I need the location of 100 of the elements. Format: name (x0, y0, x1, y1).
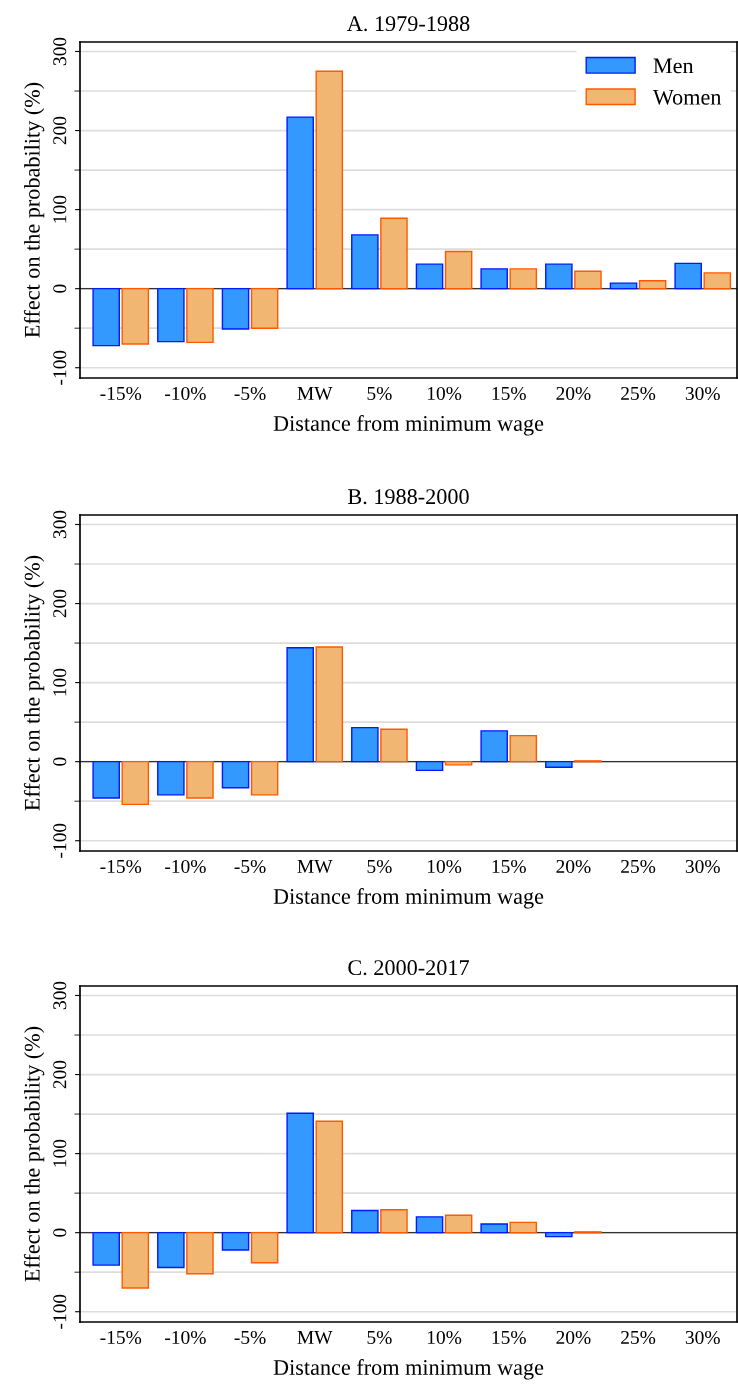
bar (380, 217, 408, 290)
x-tick-label: 20% (556, 859, 591, 874)
y-axis-title: Effect on the probability (%) (23, 555, 45, 811)
x-tick-label: -5% (234, 386, 266, 401)
x-tick-label: -10% (165, 1330, 206, 1345)
x-tick-label: 20% (556, 1330, 591, 1345)
x-tick-label: -15% (100, 386, 142, 401)
x-tick-label: -15% (100, 859, 142, 874)
x-tick-label: 15% (492, 1330, 526, 1345)
bar (480, 268, 508, 290)
chart-title: A. 1979-1988 (346, 16, 470, 32)
x-tick-label: -5% (234, 859, 266, 874)
y-tick-label: 0 (53, 284, 67, 293)
y-axis-title: Effect on the probability (%) (23, 1026, 45, 1282)
bar (250, 287, 279, 329)
bar (92, 760, 120, 799)
bar (574, 270, 602, 290)
bar (545, 263, 573, 290)
x-tick-label: 15% (492, 386, 526, 401)
bar (315, 646, 344, 763)
x-axis-title: Distance from minimum wage (273, 415, 544, 436)
x-tick-label: 5% (367, 386, 392, 401)
legend-label: Men (653, 58, 694, 74)
bar (415, 1216, 444, 1234)
y-tick-label: -100 (53, 1294, 67, 1329)
bar (186, 760, 214, 799)
chart-title: C. 2000-2017 (348, 960, 469, 976)
bar (509, 734, 538, 763)
x-tick-label: 5% (367, 1330, 392, 1345)
x-tick-label: MW (297, 1331, 333, 1345)
y-tick-label: 100 (53, 195, 67, 223)
chart-title: B. 1988-2000 (348, 489, 469, 505)
bar (351, 726, 379, 763)
bar (286, 1112, 314, 1234)
bar (92, 1231, 120, 1266)
x-tick-label: 25% (621, 859, 656, 874)
y-tick-label: 100 (53, 668, 67, 696)
bar (380, 728, 408, 763)
x-tick-label: -10% (165, 386, 206, 401)
x-tick-label: 30% (685, 386, 720, 401)
bar (415, 760, 444, 772)
bar (221, 760, 250, 789)
bar (186, 287, 214, 344)
bar (509, 268, 538, 290)
bar (221, 287, 250, 330)
x-tick-label: MW (297, 860, 333, 874)
bar (444, 1214, 473, 1234)
bar (444, 250, 473, 290)
x-tick-label: -15% (100, 1330, 142, 1345)
bar (674, 262, 702, 290)
y-tick-label: 300 (53, 981, 67, 1010)
bar (121, 760, 150, 806)
bar (157, 287, 185, 343)
bar (480, 1223, 508, 1234)
y-tick-label: 100 (53, 1139, 67, 1167)
bar (157, 1231, 185, 1269)
bar (121, 1231, 150, 1289)
y-tick-label: 200 (53, 1060, 67, 1089)
bar (250, 1231, 279, 1264)
y-tick-label: 200 (53, 589, 67, 618)
bar (186, 1231, 214, 1275)
bar (351, 1209, 379, 1234)
bar (545, 760, 573, 768)
x-tick-label: 10% (427, 1330, 462, 1345)
bar (415, 263, 444, 290)
x-tick-label: 5% (367, 859, 392, 874)
x-tick-label: 10% (427, 386, 462, 401)
bar (638, 280, 667, 290)
bar (221, 1231, 250, 1251)
bar (444, 760, 473, 766)
bar (121, 287, 150, 345)
x-axis-title: Distance from minimum wage (273, 888, 544, 909)
x-tick-label: 25% (621, 1330, 656, 1345)
y-tick-label: 0 (53, 757, 67, 766)
bar (315, 1120, 344, 1234)
x-tick-label: 15% (492, 859, 526, 874)
bar (703, 272, 732, 290)
legend-label: Women (652, 89, 722, 105)
bar (157, 760, 185, 796)
bar (250, 760, 279, 796)
bar (351, 234, 379, 290)
bar (609, 282, 638, 290)
x-tick-label: -5% (234, 1330, 266, 1345)
bar (545, 1231, 573, 1238)
x-axis-title: Distance from minimum wage (273, 1359, 544, 1380)
y-tick-label: 300 (53, 510, 67, 539)
x-tick-label: 30% (685, 1330, 720, 1345)
y-tick-label: -100 (53, 350, 67, 385)
bar (315, 70, 344, 290)
bar (92, 287, 120, 347)
x-tick-label: 10% (427, 859, 462, 874)
bar (380, 1209, 408, 1234)
x-tick-label: 30% (685, 859, 720, 874)
y-tick-label: 300 (53, 37, 67, 66)
bar (480, 730, 508, 763)
y-axis-title: Effect on the probability (%) (23, 82, 45, 338)
y-tick-label: -100 (53, 823, 67, 858)
bar (286, 647, 314, 763)
x-tick-label: 25% (621, 386, 656, 401)
x-tick-label: 20% (556, 386, 591, 401)
